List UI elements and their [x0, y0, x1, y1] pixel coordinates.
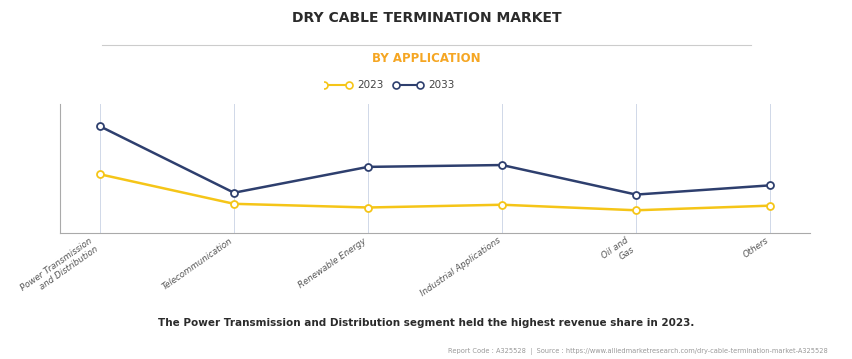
Text: Report Code : A325528  |  Source : https://www.alliedmarketresearch.com/dry-cabl: Report Code : A325528 | Source : https:/…	[447, 349, 826, 355]
Text: The Power Transmission and Distribution segment held the highest revenue share i: The Power Transmission and Distribution …	[158, 318, 694, 328]
Text: 2033: 2033	[428, 80, 454, 90]
Text: 2023: 2023	[356, 80, 383, 90]
Text: BY APPLICATION: BY APPLICATION	[371, 52, 481, 65]
Text: DRY CABLE TERMINATION MARKET: DRY CABLE TERMINATION MARKET	[291, 11, 561, 25]
